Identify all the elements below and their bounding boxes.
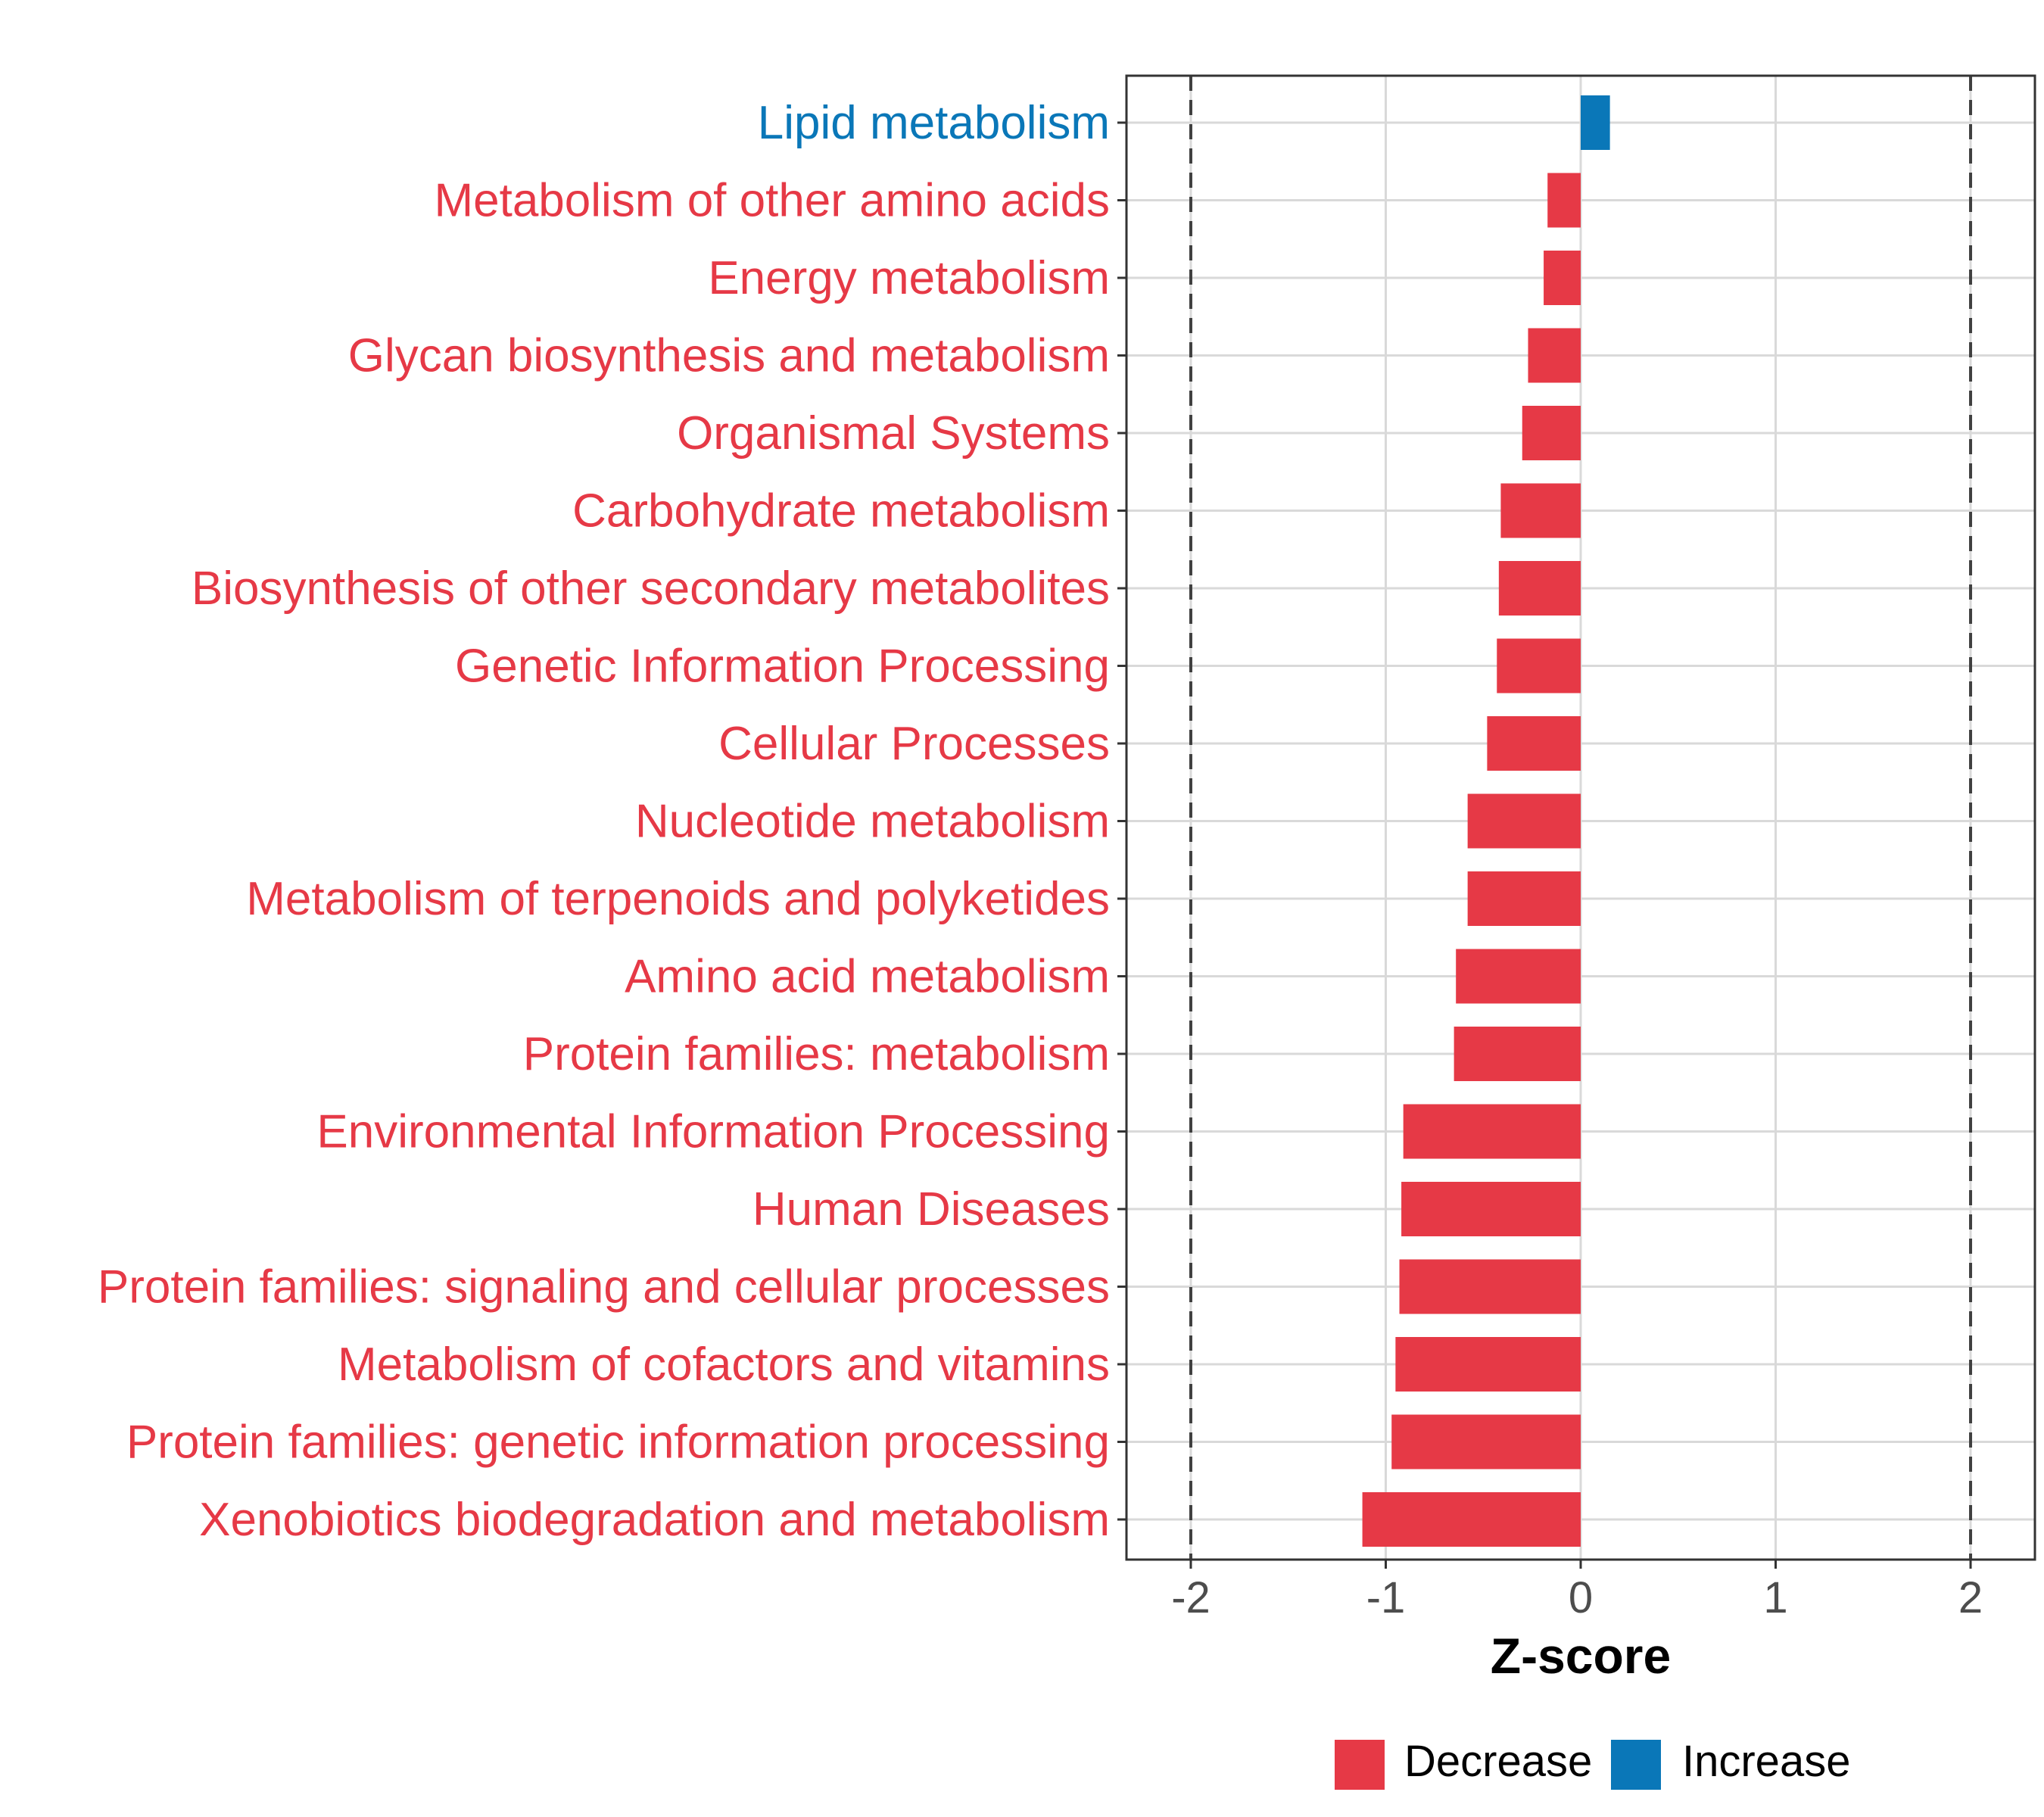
bar	[1362, 1492, 1581, 1547]
bar	[1487, 716, 1581, 771]
x-axis-title: Z-score	[1491, 1628, 1671, 1684]
bar	[1467, 871, 1581, 926]
y-tick-label: Protein families: metabolism	[523, 1028, 1110, 1080]
y-tick-label: Cellular Processes	[718, 718, 1110, 770]
bar	[1522, 406, 1581, 460]
x-tick-label: 0	[1569, 1573, 1593, 1622]
y-tick-label: Environmental Information Processing	[316, 1106, 1110, 1158]
bar	[1454, 1027, 1581, 1081]
legend-label-increase: Increase	[1682, 1737, 1850, 1786]
y-tick-label: Metabolism of other amino acids	[434, 175, 1110, 227]
y-tick-label: Organismal Systems	[677, 407, 1110, 460]
x-tick-label: -1	[1366, 1573, 1406, 1622]
x-tick-label: -2	[1171, 1573, 1211, 1622]
y-tick-label: Metabolism of terpenoids and polyketides	[246, 873, 1110, 925]
legend-swatch-decrease	[1335, 1740, 1385, 1790]
legend-swatch-increase	[1611, 1740, 1661, 1790]
y-tick-label: Genetic Information Processing	[455, 640, 1110, 693]
y-tick-label: Energy metabolism	[708, 252, 1110, 304]
x-tick-label: 1	[1763, 1573, 1787, 1622]
bar	[1544, 251, 1581, 305]
y-tick-label: Metabolism of cofactors and vitamins	[338, 1339, 1110, 1391]
y-tick-label: Biosynthesis of other secondary metaboli…	[192, 563, 1110, 615]
legend: Decrease Increase	[1335, 1737, 1850, 1790]
bar	[1395, 1337, 1581, 1392]
y-tick-label: Glycan biosynthesis and metabolism	[348, 330, 1110, 382]
bar	[1401, 1182, 1581, 1236]
reference-lines	[1189, 76, 1973, 1560]
y-tick-label: Xenobiotics biodegradation and metabolis…	[199, 1494, 1110, 1546]
legend-label-decrease: Decrease	[1404, 1737, 1592, 1786]
bar	[1581, 95, 1610, 150]
bar	[1391, 1414, 1581, 1469]
bar	[1500, 483, 1581, 538]
y-tick-label: Carbohydrate metabolism	[572, 485, 1110, 538]
y-tick-label: Human Diseases	[752, 1183, 1110, 1236]
y-tick-label: Protein families: genetic information pr…	[126, 1417, 1110, 1469]
bar	[1403, 1104, 1581, 1159]
y-tick-label: Amino acid metabolism	[625, 951, 1110, 1003]
y-tick-label: Nucleotide metabolism	[635, 796, 1110, 848]
y-axis: Lipid metabolism Metabolism of other amin…	[98, 97, 1126, 1546]
bar	[1498, 561, 1581, 616]
y-tick-label: Protein families: signaling and cellular…	[98, 1261, 1110, 1314]
bars	[1362, 95, 1610, 1547]
bar	[1399, 1259, 1581, 1314]
bar	[1528, 328, 1581, 383]
x-tick-label: 2	[1958, 1573, 1983, 1622]
y-tick-label: Lipid metabolism	[758, 97, 1110, 149]
bar	[1547, 173, 1581, 228]
bar	[1456, 949, 1581, 1004]
bar	[1467, 793, 1581, 849]
bar	[1497, 638, 1581, 693]
x-axis: -2 -1 0 1 2	[1171, 1560, 1983, 1622]
